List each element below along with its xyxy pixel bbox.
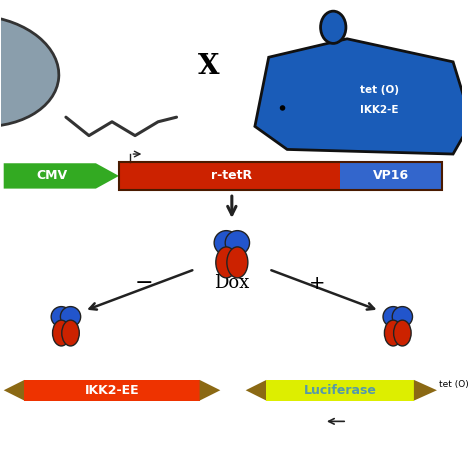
Text: CMV: CMV — [36, 169, 68, 182]
Polygon shape — [246, 380, 266, 401]
FancyBboxPatch shape — [340, 163, 442, 189]
Ellipse shape — [227, 247, 248, 278]
Text: Dox: Dox — [214, 274, 249, 292]
Text: r-tetR: r-tetR — [211, 169, 252, 182]
Polygon shape — [200, 380, 220, 401]
Ellipse shape — [384, 320, 402, 346]
Text: IKK2-EE: IKK2-EE — [85, 384, 139, 397]
Ellipse shape — [214, 231, 238, 255]
Text: tet (O): tet (O) — [439, 380, 469, 389]
Polygon shape — [4, 380, 25, 401]
Ellipse shape — [383, 307, 403, 327]
Ellipse shape — [320, 11, 346, 44]
Ellipse shape — [62, 320, 79, 346]
Text: VP16: VP16 — [373, 169, 409, 182]
Text: −: − — [135, 273, 154, 293]
Ellipse shape — [216, 247, 237, 278]
Text: IKK2-E: IKK2-E — [360, 105, 399, 115]
Polygon shape — [255, 39, 472, 154]
Ellipse shape — [53, 320, 70, 346]
FancyBboxPatch shape — [25, 380, 200, 401]
Ellipse shape — [393, 320, 411, 346]
Text: tet (O): tet (O) — [360, 84, 399, 94]
Ellipse shape — [0, 16, 59, 127]
FancyBboxPatch shape — [119, 163, 340, 189]
Polygon shape — [4, 163, 119, 189]
Text: X: X — [198, 53, 219, 80]
FancyBboxPatch shape — [266, 380, 414, 401]
Ellipse shape — [60, 307, 81, 327]
Ellipse shape — [392, 307, 412, 327]
Text: Luciferase: Luciferase — [304, 384, 376, 397]
Polygon shape — [414, 380, 437, 401]
Ellipse shape — [51, 307, 72, 327]
Text: +: + — [309, 273, 325, 292]
Ellipse shape — [280, 105, 285, 111]
Ellipse shape — [225, 231, 249, 255]
